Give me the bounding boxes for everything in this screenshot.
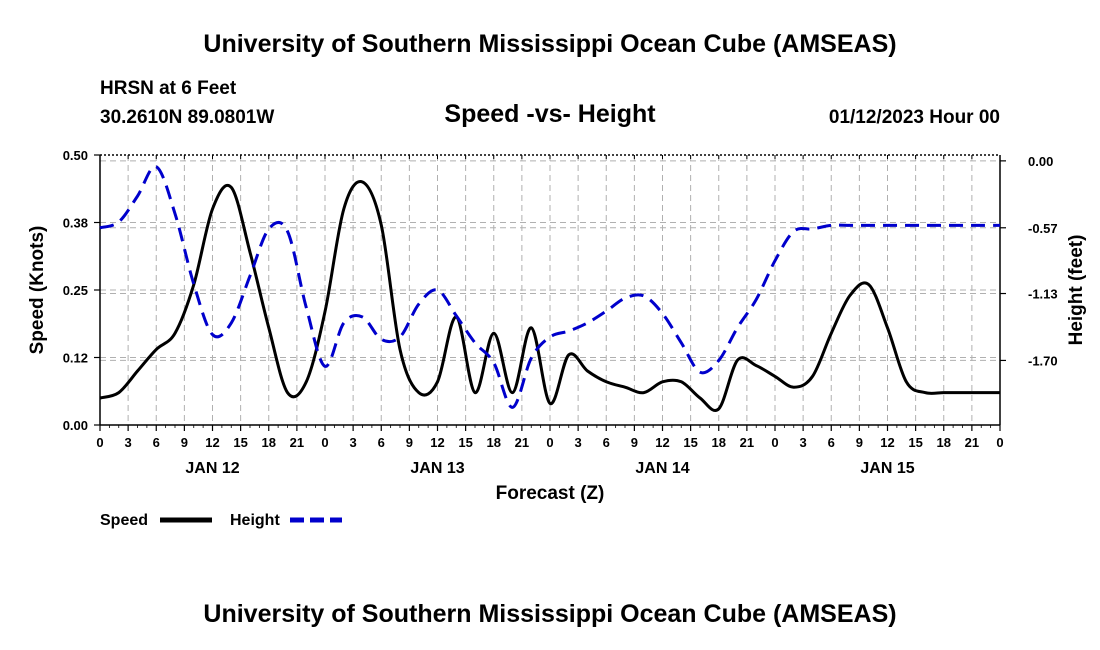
x-tick-label: 12 bbox=[430, 435, 444, 450]
x-tick-label: 0 bbox=[546, 435, 553, 450]
x-tick-label: 6 bbox=[378, 435, 385, 450]
y-tick-label: 0.25 bbox=[63, 283, 88, 298]
y-tick-label: 0.00 bbox=[63, 418, 88, 433]
x-tick-label: 9 bbox=[406, 435, 413, 450]
day-label: JAN 13 bbox=[410, 460, 464, 477]
x-tick-label: 9 bbox=[856, 435, 863, 450]
legend-label-height: Height bbox=[230, 512, 280, 529]
y-tick-label: 0.50 bbox=[63, 148, 88, 163]
x-tick-label: 3 bbox=[350, 435, 357, 450]
x-tick-label: 12 bbox=[880, 435, 894, 450]
x-tick-label: 15 bbox=[683, 435, 697, 450]
page-title: University of Southern Mississippi Ocean… bbox=[203, 30, 897, 58]
day-label: JAN 15 bbox=[860, 460, 914, 477]
station-label: HRSN at 6 Feet bbox=[100, 78, 237, 99]
datetime-label: 01/12/2023 Hour 00 bbox=[828, 107, 1000, 128]
x-tick-label: 0 bbox=[996, 435, 1003, 450]
x-tick-label: 0 bbox=[771, 435, 778, 450]
x-tick-label: 21 bbox=[290, 435, 304, 450]
y2-tick-label: -1.70 bbox=[1028, 353, 1058, 368]
day-label: JAN 12 bbox=[185, 460, 239, 477]
y2-axis-title: Height (feet) bbox=[1066, 235, 1087, 346]
y2-tick-label: -1.13 bbox=[1028, 287, 1058, 302]
x-tick-label: 3 bbox=[800, 435, 807, 450]
x-tick-label: 21 bbox=[515, 435, 529, 450]
y2-tick-label: -0.57 bbox=[1028, 221, 1058, 236]
x-tick-label: 18 bbox=[712, 435, 726, 450]
x-tick-label: 6 bbox=[603, 435, 610, 450]
x-tick-label: 12 bbox=[205, 435, 219, 450]
x-tick-label: 9 bbox=[181, 435, 188, 450]
x-tick-label: 3 bbox=[125, 435, 132, 450]
y-axis-title: Speed (Knots) bbox=[27, 226, 48, 355]
x-tick-label: 6 bbox=[153, 435, 160, 450]
x-tick-label: 21 bbox=[965, 435, 979, 450]
height-series-line bbox=[99, 165, 1000, 409]
legend-label-speed: Speed bbox=[100, 512, 148, 529]
x-tick-label: 18 bbox=[262, 435, 276, 450]
day-label: JAN 14 bbox=[635, 460, 689, 477]
x-tick-label: 0 bbox=[321, 435, 328, 450]
y-tick-label: 0.38 bbox=[63, 216, 88, 231]
x-tick-label: 12 bbox=[655, 435, 669, 450]
x-tick-label: 21 bbox=[740, 435, 754, 450]
x-tick-label: 15 bbox=[233, 435, 247, 450]
speed-height-chart: 0 3 6 9 12 15 18 21 0 3 6 9 12 15 18 21 0 3 6 9 12 15 18 21 0 3 6 9… bbox=[27, 148, 1087, 529]
x-tick-label: 18 bbox=[937, 435, 951, 450]
speed-series-line bbox=[99, 180, 1000, 412]
y2-tick-label: 0.00 bbox=[1028, 154, 1053, 169]
x-tick-label: 9 bbox=[631, 435, 638, 450]
chart-title: Speed -vs- Height bbox=[444, 100, 656, 128]
x-tick-label: 0 bbox=[96, 435, 103, 450]
x-tick-label: 3 bbox=[575, 435, 582, 450]
x-tick-label: 18 bbox=[487, 435, 501, 450]
footer-title: University of Southern Mississippi Ocean… bbox=[203, 600, 897, 628]
x-tick-label: 6 bbox=[828, 435, 835, 450]
coordinates-label: 30.2610N 89.0801W bbox=[100, 107, 275, 128]
x-tick-label: 15 bbox=[458, 435, 472, 450]
x-tick-label: 15 bbox=[908, 435, 922, 450]
x-axis-title: Forecast (Z) bbox=[496, 483, 605, 504]
y-tick-label: 0.12 bbox=[63, 351, 88, 366]
